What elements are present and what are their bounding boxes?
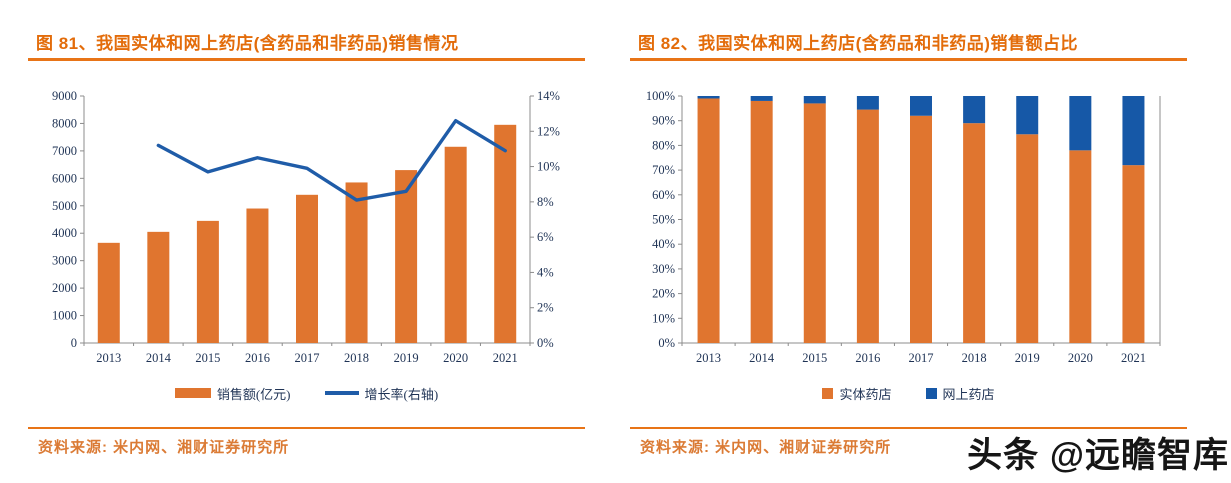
svg-text:8000: 8000 — [52, 116, 77, 130]
physical-pharmacy-swatch — [822, 387, 834, 399]
svg-text:2015: 2015 — [195, 351, 220, 365]
svg-text:100%: 100% — [646, 89, 675, 103]
svg-text:2017: 2017 — [909, 351, 934, 365]
svg-text:3000: 3000 — [52, 254, 77, 268]
svg-text:2014: 2014 — [749, 351, 775, 365]
svg-text:2019: 2019 — [394, 351, 419, 365]
legend-item-sales: 销售额(亿元) — [174, 384, 291, 403]
svg-text:4000: 4000 — [52, 226, 77, 240]
watermark: 头条 @远瞻智库 — [967, 427, 1229, 478]
svg-text:10%: 10% — [537, 160, 560, 174]
svg-text:2016: 2016 — [245, 351, 270, 365]
svg-text:60%: 60% — [652, 188, 675, 202]
svg-text:2018: 2018 — [962, 351, 987, 365]
legend-item-physical-pharmacy: 实体药店 — [822, 384, 892, 403]
svg-text:0%: 0% — [537, 336, 554, 350]
svg-text:80%: 80% — [652, 138, 675, 152]
svg-text:4%: 4% — [537, 265, 554, 279]
growth-line-swatch — [324, 391, 359, 395]
svg-text:2015: 2015 — [802, 351, 827, 365]
svg-text:2000: 2000 — [52, 281, 77, 295]
svg-text:2020: 2020 — [1068, 351, 1093, 365]
svg-text:7000: 7000 — [52, 144, 77, 158]
svg-text:90%: 90% — [652, 114, 675, 128]
figure-82-legend: 实体药店 网上药店 — [630, 383, 1187, 403]
svg-text:6%: 6% — [537, 230, 554, 244]
figure-82-source-rule — [630, 427, 1187, 429]
figure-82-chart: 0% 10% 20% 30% 40% 50% 60% 70% 80% 90% 100% 2013 201… — [646, 89, 1161, 365]
svg-text:2021: 2021 — [493, 351, 518, 365]
figure-81-legend: 销售额(亿元) 增长率(右轴) — [28, 383, 585, 403]
figure-81-title-rule — [28, 58, 585, 61]
sales-bar-swatch — [174, 388, 211, 398]
figure-81-panel: 图 81、我国实体和网上药店(含药品和非药品)销售情况 0 1000 2000 300… — [28, 0, 585, 483]
svg-text:2013: 2013 — [696, 351, 721, 365]
svg-text:2021: 2021 — [1121, 351, 1146, 365]
svg-text:9000: 9000 — [52, 89, 77, 103]
svg-text:14%: 14% — [537, 89, 560, 103]
svg-text:2019: 2019 — [1015, 351, 1040, 365]
svg-text:10%: 10% — [652, 311, 675, 325]
figure-81-title: 图 81、我国实体和网上药店(含药品和非药品)销售情况 — [36, 34, 459, 53]
svg-text:2020: 2020 — [443, 351, 468, 365]
legend-item-online-pharmacy: 网上药店 — [925, 384, 995, 403]
svg-text:2017: 2017 — [295, 351, 320, 365]
figure-82-title-rule — [630, 58, 1187, 61]
legend-item-growth: 增长率(右轴) — [324, 384, 439, 403]
svg-text:2018: 2018 — [344, 351, 369, 365]
figure-82-panel: 图 82、我国实体和网上药店(含药品和非药品)销售额占比 0% 10% 20% 30%… — [630, 0, 1187, 483]
growth-legend-label: 增长率(右轴) — [364, 386, 439, 402]
svg-text:12%: 12% — [537, 124, 560, 138]
svg-text:2013: 2013 — [96, 351, 121, 365]
svg-text:50%: 50% — [652, 213, 675, 227]
figure-81-source: 资料来源: 米内网、湘财证券研究所 — [38, 439, 290, 456]
svg-text:30%: 30% — [652, 262, 675, 276]
watermark-text: 头条 @远瞻智库 — [967, 436, 1229, 475]
svg-text:0: 0 — [71, 336, 77, 350]
figure-81-chart: 0 1000 2000 3000 4000 5000 6000 7000 8000 9000 0% 2… — [52, 89, 560, 365]
figure-82-source: 资料来源: 米内网、湘财证券研究所 — [640, 439, 892, 456]
svg-text:5000: 5000 — [52, 199, 77, 213]
online-pharmacy-swatch — [925, 387, 937, 399]
sales-legend-label: 销售额(亿元) — [216, 386, 291, 402]
svg-text:2016: 2016 — [855, 351, 880, 365]
figure-81-source-rule — [28, 427, 585, 429]
online-pharmacy-legend-label: 网上药店 — [942, 386, 995, 402]
svg-text:2014: 2014 — [146, 351, 172, 365]
svg-text:0%: 0% — [658, 336, 675, 350]
svg-text:8%: 8% — [537, 195, 554, 209]
svg-text:2%: 2% — [537, 301, 554, 315]
svg-text:1000: 1000 — [52, 309, 77, 323]
svg-text:20%: 20% — [652, 287, 675, 301]
figure-82-title: 图 82、我国实体和网上药店(含药品和非药品)销售额占比 — [638, 34, 1078, 53]
physical-pharmacy-legend-label: 实体药店 — [839, 386, 892, 402]
svg-text:40%: 40% — [652, 237, 675, 251]
svg-text:70%: 70% — [652, 163, 675, 177]
svg-text:6000: 6000 — [52, 171, 77, 185]
